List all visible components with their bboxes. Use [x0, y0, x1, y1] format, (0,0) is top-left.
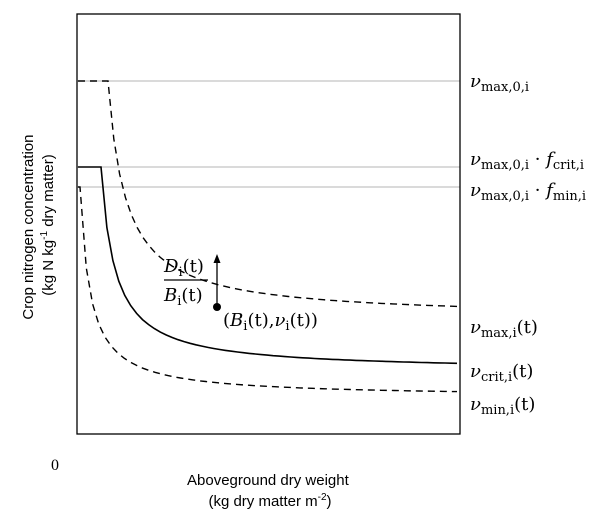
label-vmax0-fcrit: νmax,0,i · fcrit,i	[470, 149, 584, 173]
fraction-numerator: Di(t)	[163, 256, 204, 280]
label-vmin-curve: νmin,i(t)	[470, 394, 535, 418]
origin-label: 0	[51, 457, 59, 474]
current-state-point	[213, 303, 221, 311]
deficit-arrowhead	[213, 254, 221, 263]
y-axis-label: Crop nitrogen concentration (kg N kg-1 d…	[20, 130, 57, 319]
label-vcrit-curve: νcrit,i(t)	[470, 361, 533, 385]
curve-vmax	[78, 80, 458, 308]
label-vmax0-fmin: νmax,0,i · fmin,i	[470, 180, 586, 204]
plot-frame	[76, 13, 461, 435]
label-vmax-curve: νmax,i(t)	[470, 317, 538, 341]
curve-vcrit	[78, 166, 458, 365]
curve-vmin	[78, 186, 458, 393]
label-vmax0: νmax,0,i	[470, 71, 529, 95]
fraction-denominator: Bi(t)	[163, 285, 203, 309]
x-axis-label: Aboveground dry weight (kg dry matter m-…	[187, 472, 353, 510]
point-label: (Bi(t),νi(t))	[223, 310, 318, 334]
